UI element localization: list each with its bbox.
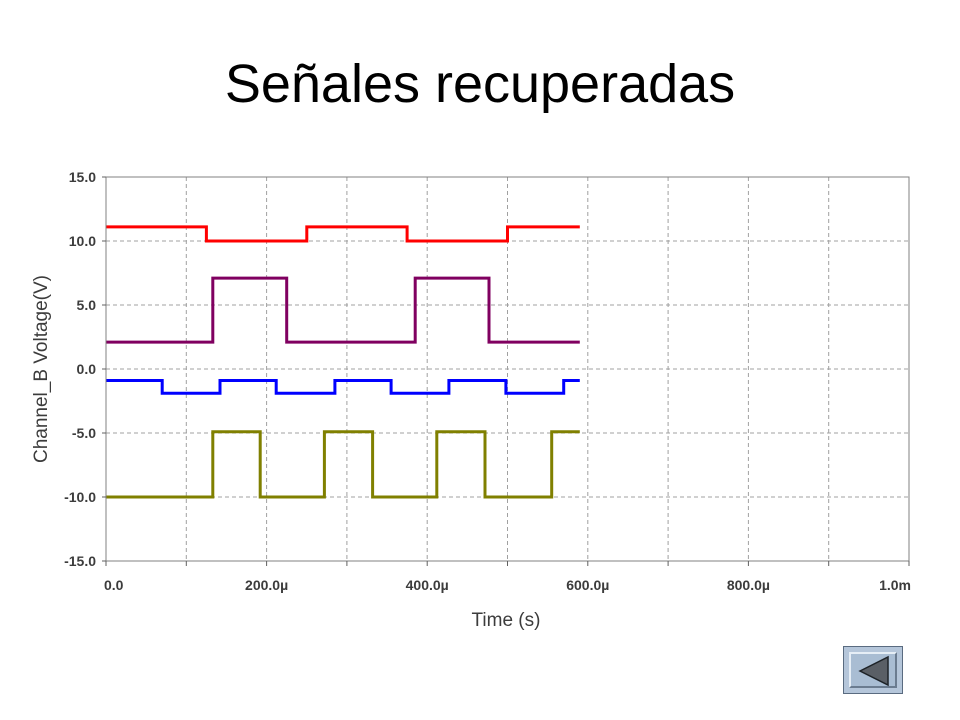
x-tick-labels: 0.0 200.0µ 400.0µ 600.0µ 800.0µ 1.0m — [104, 577, 911, 593]
series-line-1 — [106, 225, 580, 243]
y-tick-label: 5.0 — [77, 297, 97, 313]
x-tick-label: 1.0m — [879, 577, 911, 593]
y-tick-label: -15.0 — [64, 553, 96, 569]
series-line-3 — [106, 379, 580, 395]
tick-marks — [102, 176, 910, 566]
x-tick-label: 600.0µ — [566, 577, 609, 593]
y-tick-labels: 15.0 10.0 5.0 0.0 -5.0 -10.0 -15.0 — [64, 169, 96, 569]
triangle-left-back-icon — [858, 655, 889, 687]
x-tick-label: 0.0 — [104, 577, 124, 593]
series-group — [106, 225, 580, 499]
y-axis-title: Channel_B Voltage(V) — [31, 275, 52, 463]
series-line-4 — [106, 430, 580, 499]
series-line-2 — [106, 276, 580, 344]
y-tick-label: -10.0 — [64, 489, 96, 505]
slide-title: Señales recuperadas — [224, 54, 736, 114]
x-axis-title: Time (s) — [472, 610, 541, 631]
y-tick-label: 15.0 — [69, 169, 96, 185]
y-tick-label: 10.0 — [69, 233, 96, 249]
x-tick-label: 200.0µ — [245, 577, 288, 593]
y-tick-label: 0.0 — [77, 361, 97, 377]
x-tick-label: 400.0µ — [406, 577, 449, 593]
x-tick-label: 800.0µ — [727, 577, 770, 593]
y-tick-label: -5.0 — [72, 425, 96, 441]
back-button[interactable] — [843, 646, 903, 694]
